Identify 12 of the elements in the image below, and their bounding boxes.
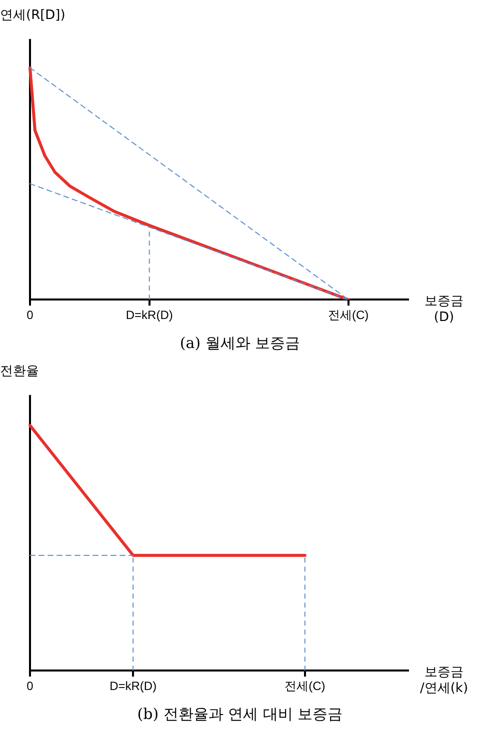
y-axis-title: 연세(R[D]) bbox=[0, 8, 66, 23]
text: (a) 월세와 보증금 bbox=[178, 333, 302, 354]
x-tick-label: 0 bbox=[26, 308, 34, 322]
x-tick-label: 전세(C) bbox=[284, 679, 326, 694]
x-tick-label: D=kR(D) bbox=[126, 308, 173, 322]
x-tick-label: 0 bbox=[26, 679, 34, 694]
y-axis-title: 전환율 bbox=[0, 364, 39, 379]
text: (b) 전환율과 연세 대비 보증금 bbox=[136, 704, 344, 725]
x-axis-title: 보증금 (D) bbox=[424, 294, 464, 325]
x-tick-label: D=kR(D) bbox=[110, 679, 157, 694]
x-tick-label: 전세(C) bbox=[328, 308, 369, 322]
x-axis-title: 보증금 /연세(k) bbox=[420, 664, 468, 696]
